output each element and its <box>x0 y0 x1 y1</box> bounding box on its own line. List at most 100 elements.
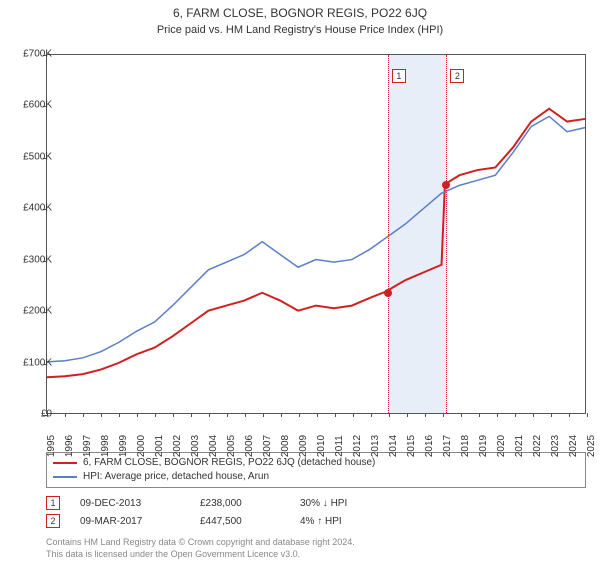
x-axis-tick <box>461 413 462 417</box>
x-axis-tick <box>479 413 480 417</box>
x-axis-tick <box>335 413 336 417</box>
x-axis-label: 2002 <box>172 435 183 457</box>
x-axis-label: 2023 <box>550 435 561 457</box>
y-axis-label: £500K <box>23 151 52 162</box>
sale-date: 09-DEC-2013 <box>80 498 180 509</box>
x-axis-tick <box>263 413 264 417</box>
sale-row: 2 09-MAR-2017 £447,500 4% ↑ HPI <box>46 514 586 528</box>
sale-dot-1 <box>384 289 392 297</box>
x-axis-label: 1996 <box>64 435 75 457</box>
x-axis-tick <box>83 413 84 417</box>
x-axis-tick <box>317 413 318 417</box>
sale-price: £238,000 <box>200 498 280 509</box>
x-axis-tick <box>65 413 66 417</box>
sale-date: 09-MAR-2017 <box>80 516 180 527</box>
x-axis-tick <box>425 413 426 417</box>
x-axis-label: 2005 <box>226 435 237 457</box>
x-axis-label: 1999 <box>118 435 129 457</box>
x-axis-tick <box>371 413 372 417</box>
x-axis-label: 2015 <box>406 435 417 457</box>
x-axis-label: 2014 <box>388 435 399 457</box>
x-axis-tick <box>209 413 210 417</box>
chart-marker-2: 2 <box>450 69 464 83</box>
x-axis-label: 2000 <box>136 435 147 457</box>
x-axis-tick <box>119 413 120 417</box>
x-axis-label: 2008 <box>280 435 291 457</box>
x-axis-label: 2020 <box>496 435 507 457</box>
x-axis-label: 2003 <box>190 435 201 457</box>
legend-item: 6, FARM CLOSE, BOGNOR REGIS, PO22 6JQ (d… <box>53 456 579 470</box>
sale-row: 1 09-DEC-2013 £238,000 30% ↓ HPI <box>46 496 586 510</box>
chart-svg <box>47 55 585 413</box>
x-axis-label: 2017 <box>442 435 453 457</box>
x-axis-label: 2016 <box>424 435 435 457</box>
x-axis-label: 2019 <box>478 435 489 457</box>
sale-table: 1 09-DEC-2013 £238,000 30% ↓ HPI 2 09-MAR-201… <box>46 492 586 532</box>
x-axis-tick <box>389 413 390 417</box>
y-axis-label: £0 <box>41 409 52 420</box>
x-axis-tick <box>587 413 588 417</box>
chart-marker-1: 1 <box>392 69 406 83</box>
chart-vline-2 <box>446 55 447 413</box>
y-axis-label: £100K <box>23 357 52 368</box>
series-hpi <box>47 116 585 362</box>
x-axis-tick <box>443 413 444 417</box>
x-axis-label: 1997 <box>82 435 93 457</box>
x-axis-label: 2009 <box>298 435 309 457</box>
y-axis-label: £300K <box>23 254 52 265</box>
y-axis-label: £200K <box>23 306 52 317</box>
sale-diff: 4% ↑ HPI <box>300 516 380 527</box>
x-axis-label: 2024 <box>568 435 579 457</box>
chart-legend: 6, FARM CLOSE, BOGNOR REGIS, PO22 6JQ (d… <box>46 452 586 488</box>
x-axis-label: 2025 <box>586 435 597 457</box>
x-axis-label: 2012 <box>352 435 363 457</box>
legend-label: 6, FARM CLOSE, BOGNOR REGIS, PO22 6JQ (d… <box>83 456 375 470</box>
x-axis-label: 2013 <box>370 435 381 457</box>
x-axis-tick <box>353 413 354 417</box>
x-axis-label: 2010 <box>316 435 327 457</box>
x-axis-tick <box>227 413 228 417</box>
chart-vline-1 <box>388 55 389 413</box>
x-axis-tick <box>533 413 534 417</box>
x-axis-tick <box>173 413 174 417</box>
x-axis-label: 2018 <box>460 435 471 457</box>
x-axis-label: 2006 <box>244 435 255 457</box>
page-subtitle: Price paid vs. HM Land Registry's House … <box>0 24 600 36</box>
sale-dot-2 <box>442 181 450 189</box>
y-axis-label: £700K <box>23 49 52 60</box>
x-axis-label: 1998 <box>100 435 111 457</box>
x-axis-tick <box>497 413 498 417</box>
x-axis-tick <box>299 413 300 417</box>
x-axis-tick <box>137 413 138 417</box>
legend-label: HPI: Average price, detached house, Arun <box>83 470 269 484</box>
x-axis-label: 1995 <box>46 435 57 457</box>
x-axis-tick <box>155 413 156 417</box>
chart-plot-area: 12 <box>46 54 586 414</box>
x-axis-label: 2007 <box>262 435 273 457</box>
x-axis-label: 2011 <box>334 435 345 457</box>
x-axis-tick <box>245 413 246 417</box>
sale-marker-icon: 1 <box>46 496 60 510</box>
footer-line-2: This data is licensed under the Open Gov… <box>46 548 586 560</box>
footer-attribution: Contains HM Land Registry data © Crown c… <box>46 536 586 560</box>
x-axis-tick <box>407 413 408 417</box>
sale-marker-icon: 2 <box>46 514 60 528</box>
x-axis-label: 2001 <box>154 435 165 457</box>
x-axis-tick <box>515 413 516 417</box>
footer-line-1: Contains HM Land Registry data © Crown c… <box>46 536 586 548</box>
x-axis-tick <box>191 413 192 417</box>
x-axis-tick <box>101 413 102 417</box>
x-axis-label: 2022 <box>532 435 543 457</box>
x-axis-tick <box>281 413 282 417</box>
x-axis-label: 2004 <box>208 435 219 457</box>
legend-swatch <box>53 462 77 464</box>
legend-swatch <box>53 476 77 478</box>
legend-item: HPI: Average price, detached house, Arun <box>53 470 579 484</box>
y-axis-label: £400K <box>23 203 52 214</box>
y-axis-label: £600K <box>23 100 52 111</box>
sale-price: £447,500 <box>200 516 280 527</box>
x-axis-label: 2021 <box>514 435 525 457</box>
page-title: 6, FARM CLOSE, BOGNOR REGIS, PO22 6JQ <box>0 6 600 20</box>
x-axis-tick <box>569 413 570 417</box>
sale-diff: 30% ↓ HPI <box>300 498 380 509</box>
